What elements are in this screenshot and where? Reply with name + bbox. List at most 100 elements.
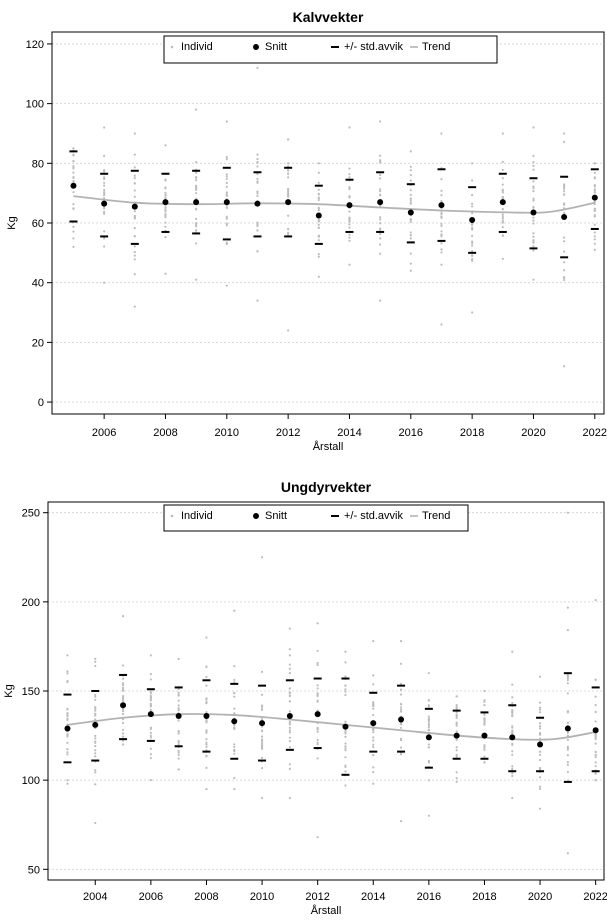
individual-point xyxy=(471,162,474,165)
individual-point xyxy=(379,154,382,157)
individual-point xyxy=(121,732,125,735)
individual-point xyxy=(532,180,535,183)
individual-point xyxy=(225,242,228,246)
individual-point xyxy=(594,779,597,782)
individual-point xyxy=(66,718,69,721)
individual-point xyxy=(348,239,351,242)
individual-point xyxy=(379,190,382,193)
x-axis-label: Årstall xyxy=(313,440,344,453)
individual-point xyxy=(440,222,443,226)
individual-point xyxy=(566,748,569,751)
individual-point xyxy=(205,766,208,770)
mean-point xyxy=(64,725,71,732)
individual-point xyxy=(287,188,290,191)
individual-point xyxy=(94,745,97,748)
individual-point xyxy=(440,323,443,326)
individual-point xyxy=(455,722,458,725)
individual-point xyxy=(288,726,291,729)
individual-point xyxy=(260,556,264,559)
individual-point xyxy=(344,690,347,693)
individual-point xyxy=(532,216,535,219)
individual-point xyxy=(594,598,597,602)
individual-point xyxy=(133,177,136,180)
individual-point xyxy=(563,140,566,143)
individual-point xyxy=(348,216,351,219)
individual-point xyxy=(566,738,569,741)
individual-point xyxy=(427,724,430,727)
x-tick-label: 2012 xyxy=(276,427,300,439)
mean-point xyxy=(315,212,322,219)
legend: Individ Snitt +/- std.avvik Trend xyxy=(163,504,469,532)
x-tick-label: 2008 xyxy=(153,427,177,439)
individual-point xyxy=(440,213,443,216)
individual-point xyxy=(471,193,474,197)
individual-point xyxy=(399,693,403,696)
individual-point xyxy=(66,741,69,744)
individual-point xyxy=(195,176,198,180)
individual-point xyxy=(566,675,569,678)
individual-point xyxy=(372,674,375,677)
individual-point xyxy=(317,198,320,202)
individual-point xyxy=(593,171,596,174)
individual-point xyxy=(594,695,597,698)
individual-point xyxy=(471,222,474,225)
individual-point xyxy=(471,259,474,262)
individual-point xyxy=(566,676,569,680)
individual-point xyxy=(288,767,291,770)
individual-point xyxy=(344,742,347,745)
individual-point xyxy=(205,731,208,734)
individual-point xyxy=(427,704,430,707)
individual-point xyxy=(471,258,474,261)
individual-point xyxy=(164,236,167,239)
individual-point xyxy=(372,770,375,774)
individual-point xyxy=(288,720,291,723)
individual-point xyxy=(316,684,319,687)
individual-point xyxy=(260,747,264,750)
individual-point xyxy=(455,777,458,780)
x-axis-label: Årstall xyxy=(311,904,342,917)
individual-point xyxy=(501,183,504,186)
y-tick-label: 150 xyxy=(22,686,40,698)
individual-point xyxy=(133,166,136,169)
individual-point xyxy=(409,269,412,272)
individual-point xyxy=(288,627,291,630)
individual-point xyxy=(344,765,347,768)
individual-point xyxy=(471,205,474,208)
individual-point xyxy=(205,743,208,746)
individual-point xyxy=(121,728,125,731)
individual-point xyxy=(316,700,319,703)
mean-point xyxy=(70,182,77,189)
individual-point xyxy=(511,742,514,745)
individual-point xyxy=(532,164,535,167)
x-tick-label: 2008 xyxy=(194,891,218,903)
individual-point xyxy=(260,745,264,748)
individual-point xyxy=(344,770,347,773)
y-tick-label: 50 xyxy=(28,864,40,876)
individual-point xyxy=(72,176,75,180)
individual-point xyxy=(94,660,97,663)
individual-point xyxy=(399,688,403,691)
individual-point xyxy=(149,747,152,750)
individual-points xyxy=(72,66,596,368)
individual-point xyxy=(372,683,375,686)
individual-point xyxy=(288,736,291,739)
individual-point xyxy=(440,251,443,254)
individual-point xyxy=(225,173,228,176)
individual-point xyxy=(538,750,542,753)
individual-point xyxy=(501,188,504,191)
individual-point xyxy=(164,221,167,224)
individual-point xyxy=(66,654,69,657)
mean-point xyxy=(453,732,460,739)
individual-point xyxy=(149,708,152,712)
individual-point xyxy=(225,191,228,194)
individual-point xyxy=(593,188,596,191)
individual-point xyxy=(593,177,596,180)
individual-point xyxy=(440,224,443,228)
individual-point xyxy=(316,741,319,744)
individual-point xyxy=(288,648,291,651)
individual-point xyxy=(164,144,167,147)
mean-point xyxy=(314,711,321,718)
individual-point xyxy=(133,195,136,198)
individual-point xyxy=(372,754,375,757)
individual-point xyxy=(94,771,97,774)
